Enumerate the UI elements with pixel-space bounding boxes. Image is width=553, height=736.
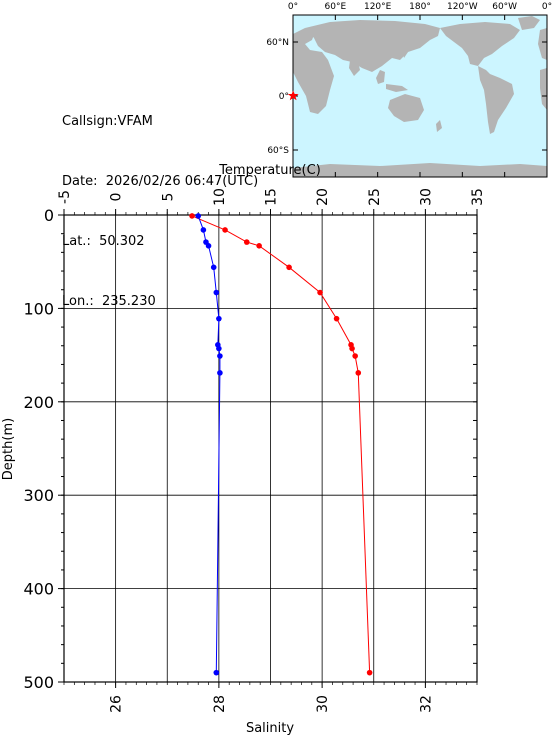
salinity-tick-label: 28 (212, 695, 228, 713)
map-lon-label: 0° (542, 2, 552, 12)
temperature-tick-label: 15 (264, 188, 280, 206)
salinity-point (200, 227, 207, 233)
temperature-axis-label: Temperature(C) (218, 163, 321, 178)
temperature-tick-label: 20 (315, 188, 331, 206)
temperature-point (349, 345, 355, 352)
temperature-point (286, 264, 292, 271)
temperature-point (256, 243, 262, 249)
salinity-point (195, 213, 202, 219)
temperature-axis: -5 0 5 10 15 20 25 30 35 (57, 188, 486, 215)
salinity-point (205, 243, 212, 249)
depth-tick-label: 100 (23, 299, 54, 318)
depth-tick-label: 300 (23, 486, 54, 505)
map-lon-label: 120°W (447, 2, 478, 12)
salinity-tick-label: 26 (109, 695, 125, 713)
salinity-point (216, 315, 222, 322)
world-map: 0° 60°E 120°E 180° 120°W 60°W 0° 60°N 0° 60°S (266, 2, 552, 178)
salinity-axis-label: Salinity (246, 721, 294, 736)
temperature-point (317, 289, 323, 296)
map-ticks (292, 15, 548, 177)
plot-area: -5 0 5 10 15 20 25 30 35 26 28 30 32 01002003004005… (1, 163, 486, 736)
temperature-tick-label: 0 (109, 193, 125, 202)
salinity-line (197, 215, 221, 673)
map-lon-label: 120°E (364, 2, 392, 12)
map-lon-label: 180° (409, 2, 431, 12)
map-land (293, 16, 547, 177)
temperature-point (222, 227, 228, 233)
temperature-point (355, 370, 362, 376)
salinity-axis: 26 28 30 32 (63, 682, 478, 713)
temperature-point (366, 669, 373, 676)
series-layer (189, 213, 373, 676)
temperature-point (352, 353, 358, 359)
temperature-tick-label: 35 (470, 188, 486, 206)
lat-text: Lat.: 50.302 (62, 234, 145, 249)
depth-axis-label: Depth(m) (1, 418, 16, 480)
salinity-tick-label: 32 (418, 695, 434, 713)
temperature-point (333, 315, 340, 322)
salinity-point (216, 345, 222, 352)
depth-tick-label: 200 (23, 393, 54, 412)
temperature-tick-label: 30 (418, 188, 434, 206)
salinity-point (210, 264, 217, 271)
depth-axis: 0 100 200 300 400 500 (23, 206, 64, 692)
depth-tick-label: 0 (44, 206, 54, 225)
temperature-tick-label: 5 (160, 193, 176, 202)
station-marker (287, 90, 299, 101)
salinity-point (213, 289, 220, 296)
map-lat-label: 0° (279, 92, 289, 102)
map-labels: 0° 60°E 120°E 180° 120°W 60°W 0° 60°N 0° 60°S (266, 2, 552, 156)
temperature-tick-label: 25 (367, 188, 383, 206)
minor-ticks (61, 214, 477, 683)
temperature-line (191, 215, 371, 673)
map-lon-label: 60°E (325, 2, 347, 12)
map-lat-label: 60°N (266, 38, 289, 48)
map-lat-label: 60°S (267, 146, 289, 156)
salinity-point (217, 370, 223, 376)
salinity-tick-label: 30 (315, 695, 331, 713)
salinity-point (217, 353, 223, 359)
callsign-text: Callsign:VFAM (62, 114, 153, 129)
map-lon-label: 60°W (492, 2, 517, 12)
temperature-point (243, 239, 250, 245)
grid-lines (63, 214, 478, 683)
temperature-point (189, 213, 195, 219)
temperature-tick-label: -5 (57, 190, 73, 204)
salinity-point (213, 669, 220, 676)
map-lon-label: 0° (288, 2, 298, 12)
date-text: Date: 2026/02/26 06:47(UTC) (62, 174, 259, 189)
depth-tick-label: 500 (23, 673, 54, 692)
depth-tick-label: 400 (23, 580, 54, 599)
temperature-tick-label: 10 (212, 188, 228, 206)
